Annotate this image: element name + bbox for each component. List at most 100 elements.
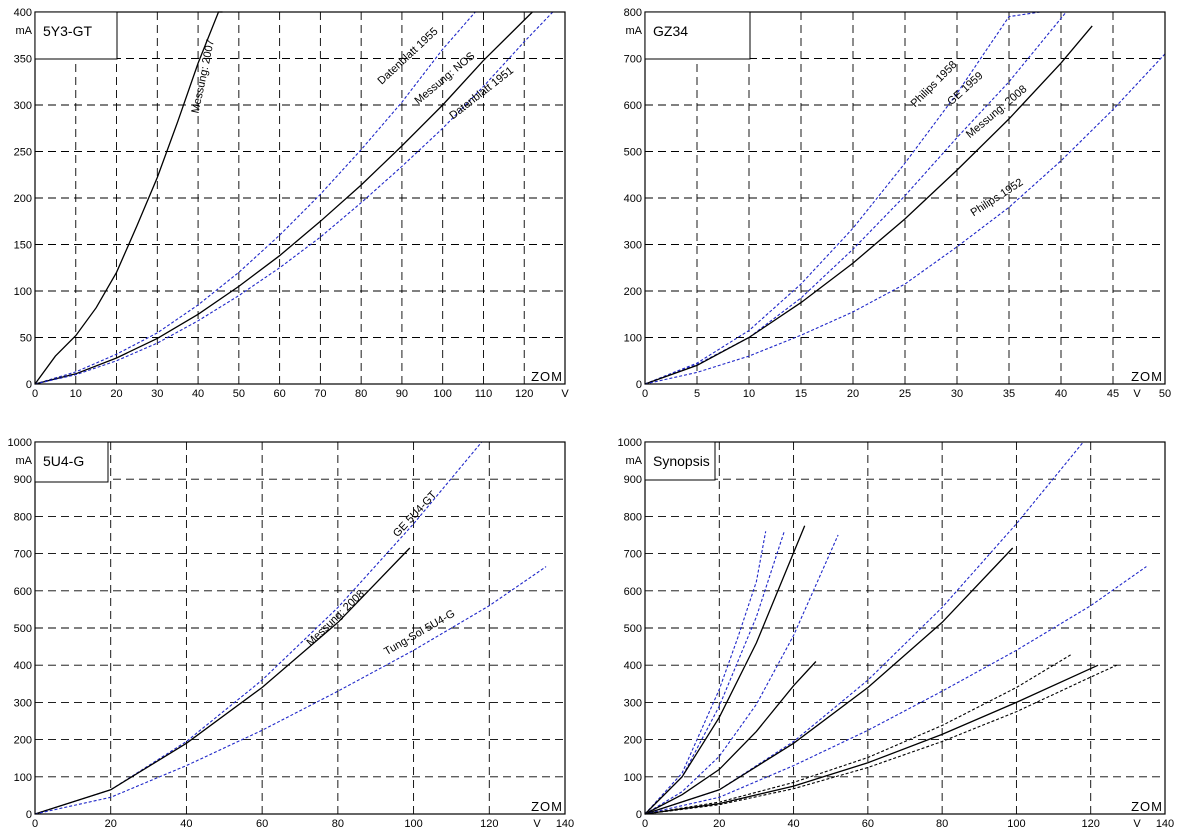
plot-frame xyxy=(34,441,566,815)
y-tick-label: 0 xyxy=(636,809,642,821)
x-tick-label: 50 xyxy=(233,388,245,400)
x-tick-label: 120 xyxy=(515,388,533,400)
y-tick-label: 100 xyxy=(14,772,32,784)
chart-panel: 0 20 40 60 80 100 120 140 0 100 200 300 400 500 600 700… xyxy=(618,437,1175,830)
x-tick-label: 0 xyxy=(642,818,648,830)
x-tick-label: 140 xyxy=(556,818,574,830)
x-tick-label: 20 xyxy=(713,818,725,830)
y-tick-label: 50 xyxy=(20,333,32,345)
title-box xyxy=(644,11,751,60)
x-tick-label: 100 xyxy=(404,818,422,830)
series-line xyxy=(644,664,1117,815)
y-tick-label: 200 xyxy=(14,735,32,747)
title-box xyxy=(644,441,716,481)
y-tick-label: 400 xyxy=(624,660,642,672)
x-tick-label: 140 xyxy=(1156,818,1174,830)
y-tick-label: 500 xyxy=(624,623,642,635)
x-tick-label: 0 xyxy=(642,388,648,400)
chart-title: 5Y3-GT xyxy=(43,23,92,39)
x-tick-label: 110 xyxy=(475,388,493,400)
x-tick-label: 30 xyxy=(951,388,963,400)
curve-label: Messung: 2008 xyxy=(964,83,1029,141)
series-line xyxy=(34,11,533,385)
y-tick-label: 600 xyxy=(624,586,642,598)
plot-frame xyxy=(644,11,1166,385)
x-unit-label: V xyxy=(1133,818,1141,830)
y-tick-label: 1000 xyxy=(618,437,642,449)
chart-title: 5U4-G xyxy=(43,453,84,469)
x-tick-label: 0 xyxy=(32,818,38,830)
title-box xyxy=(34,441,109,483)
y-tick-label: 300 xyxy=(14,100,32,112)
series-line xyxy=(34,441,483,815)
x-tick-label: 120 xyxy=(480,818,498,830)
y-tick-label: 500 xyxy=(14,623,32,635)
y-tick-label: 200 xyxy=(14,193,32,205)
x-tick-label: 5 xyxy=(694,388,700,400)
x-tick-label: 100 xyxy=(1007,818,1025,830)
x-tick-label: 120 xyxy=(1082,818,1100,830)
x-unit-label: V xyxy=(1133,388,1141,400)
y-tick-label: 0 xyxy=(26,809,32,821)
x-tick-label: 35 xyxy=(1003,388,1015,400)
y-unit-label: mA xyxy=(16,455,33,467)
curve-label: GE 5U4-GT xyxy=(391,489,440,540)
y-tick-label: 400 xyxy=(624,193,642,205)
x-tick-label: 15 xyxy=(795,388,807,400)
series-line xyxy=(644,653,1073,815)
series-line xyxy=(644,547,1014,815)
watermark-logo: ZOM xyxy=(531,369,563,384)
y-tick-label: 200 xyxy=(624,735,642,747)
y-tick-label: 600 xyxy=(624,100,642,112)
series-line xyxy=(34,566,547,815)
y-tick-label: 700 xyxy=(14,549,32,561)
chart-title: GZ34 xyxy=(653,23,688,39)
x-tick-label: 40 xyxy=(192,388,204,400)
y-tick-label: 350 xyxy=(14,54,32,66)
x-tick-label: 10 xyxy=(743,388,755,400)
x-tick-label: 80 xyxy=(936,818,948,830)
x-tick-label: 40 xyxy=(1055,388,1067,400)
series-line xyxy=(644,25,1093,385)
series-line xyxy=(34,547,411,815)
x-tick-label: 60 xyxy=(862,818,874,830)
y-unit-label: mA xyxy=(626,25,643,37)
x-tick-label: 0 xyxy=(32,388,38,400)
x-tick-label: 80 xyxy=(332,818,344,830)
y-tick-label: 400 xyxy=(14,660,32,672)
y-tick-label: 700 xyxy=(624,549,642,561)
x-unit-label: V xyxy=(561,388,569,400)
x-tick-label: 30 xyxy=(151,388,163,400)
y-tick-label: 0 xyxy=(26,379,32,391)
curve-label: Tung-Sol 5U4-G xyxy=(382,608,457,658)
y-tick-label: 200 xyxy=(624,286,642,298)
plot-frame xyxy=(644,441,1166,815)
x-tick-label: 45 xyxy=(1107,388,1119,400)
y-tick-label: 1000 xyxy=(8,437,32,449)
y-unit-label: mA xyxy=(626,455,643,467)
x-tick-label: 60 xyxy=(273,388,285,400)
chart-panel: 0 10 20 30 40 50 60 70 80 90 100 110 120 0 50 100 150 200… xyxy=(14,7,570,400)
y-tick-label: 700 xyxy=(624,54,642,66)
x-tick-label: 20 xyxy=(110,388,122,400)
y-tick-label: 250 xyxy=(14,147,32,159)
x-tick-label: 100 xyxy=(434,388,452,400)
y-tick-label: 800 xyxy=(624,511,642,523)
plot-frame xyxy=(34,11,566,385)
x-tick-label: 60 xyxy=(256,818,268,830)
series-line xyxy=(644,531,767,815)
series-line xyxy=(644,664,1099,815)
y-tick-label: 100 xyxy=(14,286,32,298)
series-line xyxy=(34,11,223,385)
y-unit-label: mA xyxy=(16,25,33,37)
watermark-logo: ZOM xyxy=(531,799,563,814)
y-tick-label: 900 xyxy=(624,474,642,486)
curve-label: Datenblatt 1955 xyxy=(376,25,441,87)
chart-panel: 0 5 10 15 20 25 30 35 40 45 5001002003004005006007… xyxy=(624,7,1171,400)
y-tick-label: 900 xyxy=(14,474,32,486)
y-tick-label: 600 xyxy=(14,586,32,598)
curve-label: Messung: 2008 xyxy=(305,588,367,649)
y-tick-label: 100 xyxy=(624,772,642,784)
series-line xyxy=(34,11,476,385)
